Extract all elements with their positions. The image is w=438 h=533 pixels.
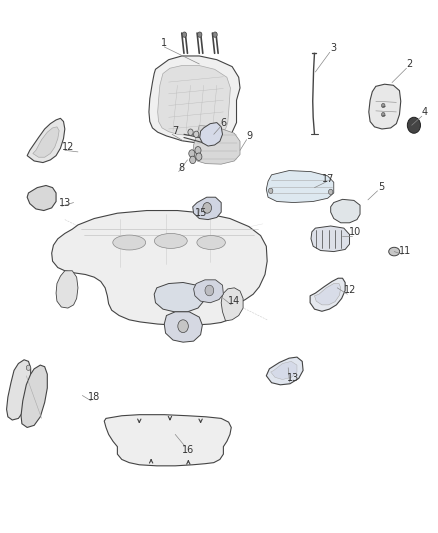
Polygon shape (200, 123, 223, 146)
Circle shape (205, 285, 214, 296)
Circle shape (381, 112, 385, 117)
Text: 1: 1 (161, 38, 167, 47)
Ellipse shape (154, 233, 187, 248)
Polygon shape (154, 282, 204, 312)
Circle shape (196, 153, 202, 160)
Polygon shape (221, 288, 243, 321)
Text: 11: 11 (399, 246, 411, 255)
Polygon shape (27, 118, 65, 163)
Polygon shape (314, 284, 341, 305)
Polygon shape (331, 199, 360, 223)
Circle shape (381, 103, 385, 108)
Circle shape (195, 147, 201, 154)
Text: 18: 18 (88, 392, 100, 402)
Text: 5: 5 (378, 182, 384, 191)
Polygon shape (7, 360, 31, 420)
Polygon shape (27, 185, 56, 211)
Circle shape (190, 156, 196, 164)
Circle shape (203, 203, 212, 213)
Polygon shape (21, 365, 47, 427)
Polygon shape (52, 211, 267, 325)
Polygon shape (311, 226, 350, 252)
Ellipse shape (197, 236, 225, 249)
Polygon shape (369, 84, 401, 129)
Polygon shape (310, 278, 345, 311)
Text: 12: 12 (344, 286, 357, 295)
Circle shape (178, 320, 188, 333)
Polygon shape (193, 125, 240, 164)
Text: 9: 9 (247, 131, 253, 141)
Polygon shape (266, 357, 303, 385)
Polygon shape (271, 361, 297, 379)
Text: 15: 15 (195, 208, 208, 218)
Polygon shape (158, 66, 230, 135)
Circle shape (213, 32, 217, 37)
Circle shape (407, 117, 420, 133)
Polygon shape (266, 171, 334, 203)
Text: 6: 6 (220, 118, 226, 127)
Text: 2: 2 (406, 59, 413, 69)
Circle shape (26, 365, 31, 370)
Circle shape (268, 188, 273, 193)
Text: 3: 3 (330, 43, 336, 53)
Text: 12: 12 (62, 142, 74, 151)
Text: 13: 13 (286, 374, 299, 383)
Ellipse shape (389, 247, 399, 256)
Polygon shape (56, 271, 78, 308)
Text: 7: 7 (172, 126, 178, 135)
Circle shape (328, 189, 333, 195)
Circle shape (189, 150, 195, 157)
Text: 14: 14 (228, 296, 240, 306)
Polygon shape (193, 197, 221, 220)
Text: 13: 13 (59, 198, 71, 207)
Text: 16: 16 (182, 446, 194, 455)
Text: 10: 10 (349, 227, 361, 237)
Circle shape (188, 129, 193, 135)
Text: 8: 8 (179, 163, 185, 173)
Polygon shape (149, 56, 240, 143)
Text: 4: 4 (422, 107, 428, 117)
Circle shape (198, 32, 202, 37)
Circle shape (194, 131, 199, 138)
Polygon shape (164, 312, 202, 342)
Polygon shape (104, 415, 231, 466)
Polygon shape (194, 280, 223, 303)
Text: 17: 17 (322, 174, 335, 183)
Circle shape (182, 32, 187, 37)
Polygon shape (33, 127, 59, 157)
Ellipse shape (113, 235, 145, 250)
